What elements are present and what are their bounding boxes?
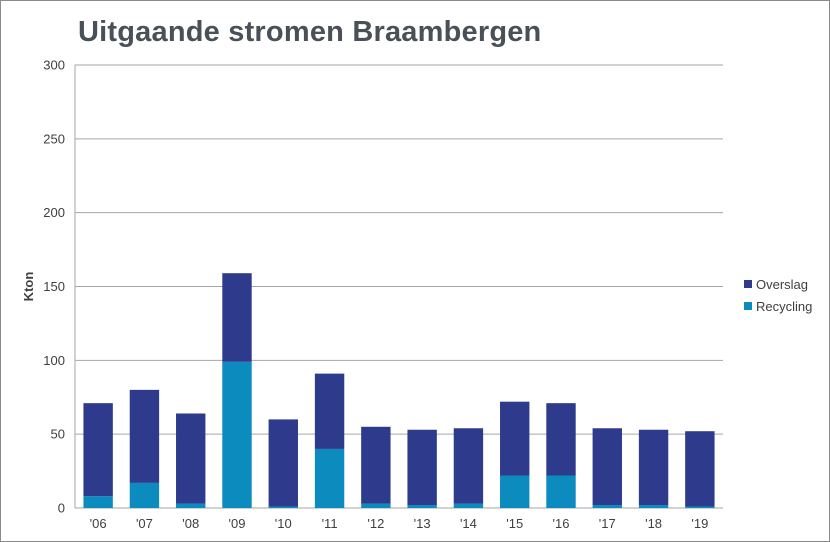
bar-recycling — [638, 505, 669, 508]
bar-overslag — [176, 413, 206, 504]
y-tick-label: 150 — [43, 279, 65, 294]
y-tick-label: 250 — [43, 131, 65, 146]
bar-overslag — [314, 373, 345, 449]
x-tick-labels: '06 '07 '08 '09 '10 '11 '12 '13 '14 '15 '16 '17 '18 '… — [90, 516, 709, 531]
bar-overslag — [638, 429, 669, 506]
x-tick-label: '13 — [414, 516, 431, 531]
x-tick-label: '10 — [275, 516, 292, 531]
bar-recycling — [268, 506, 298, 508]
bar-recycling — [361, 503, 391, 508]
x-tick-label: '12 — [367, 516, 384, 531]
bar-recycling — [83, 496, 113, 508]
legend: Overslag Recycling — [744, 277, 812, 314]
y-tick-label: 50 — [51, 427, 65, 442]
bar-recycling — [314, 448, 345, 508]
bar-recycling — [176, 503, 206, 508]
bar-overslag — [453, 428, 484, 504]
bar-overslag — [407, 429, 437, 506]
bar-recycling — [500, 475, 530, 508]
bar-overslag — [83, 403, 113, 497]
bar-overslag — [592, 428, 622, 506]
x-tick-label: '06 — [90, 516, 107, 531]
legend-swatch — [744, 280, 752, 288]
bar-recycling — [592, 505, 622, 508]
bar-overslag — [500, 401, 530, 476]
x-tick-label: '18 — [645, 516, 662, 531]
bar-overslag — [361, 426, 391, 504]
legend-label: Recycling — [756, 299, 812, 314]
bar-recycling — [129, 482, 160, 508]
bar-recycling — [222, 361, 252, 508]
x-tick-label: '17 — [599, 516, 616, 531]
x-tick-label: '07 — [136, 516, 153, 531]
bar-recycling — [407, 505, 437, 508]
bar-recycling — [453, 503, 484, 508]
x-tick-label: '19 — [691, 516, 708, 531]
legend-swatch — [744, 302, 752, 310]
y-tick-label: 200 — [43, 205, 65, 220]
legend-label: Overslag — [756, 277, 808, 292]
x-tick-label: '08 — [182, 516, 199, 531]
y-axis-label: Kton — [21, 272, 36, 302]
chart-title: Uitgaande stromen Braambergen — [78, 16, 542, 48]
y-tick-label: 300 — [43, 58, 65, 73]
bars — [83, 273, 715, 508]
x-tick-label: '11 — [322, 516, 338, 531]
bar-overslag — [685, 431, 715, 507]
y-tick-label: 100 — [43, 353, 65, 368]
bar-recycling — [685, 506, 715, 508]
bar-overslag — [546, 403, 576, 476]
y-tick-labels: 0 50 100 150 200 250 300 — [43, 58, 65, 516]
bar-recycling — [546, 475, 576, 508]
x-tick-label: '14 — [460, 516, 477, 531]
grid-lines — [74, 64, 723, 509]
x-tick-label: '16 — [553, 516, 570, 531]
x-tick-label: '15 — [506, 516, 523, 531]
y-tick-label: 0 — [58, 501, 65, 516]
bar-overslag — [222, 273, 252, 362]
bar-overslag — [129, 389, 160, 483]
bar-overslag — [268, 419, 298, 507]
x-tick-label: '09 — [229, 516, 246, 531]
